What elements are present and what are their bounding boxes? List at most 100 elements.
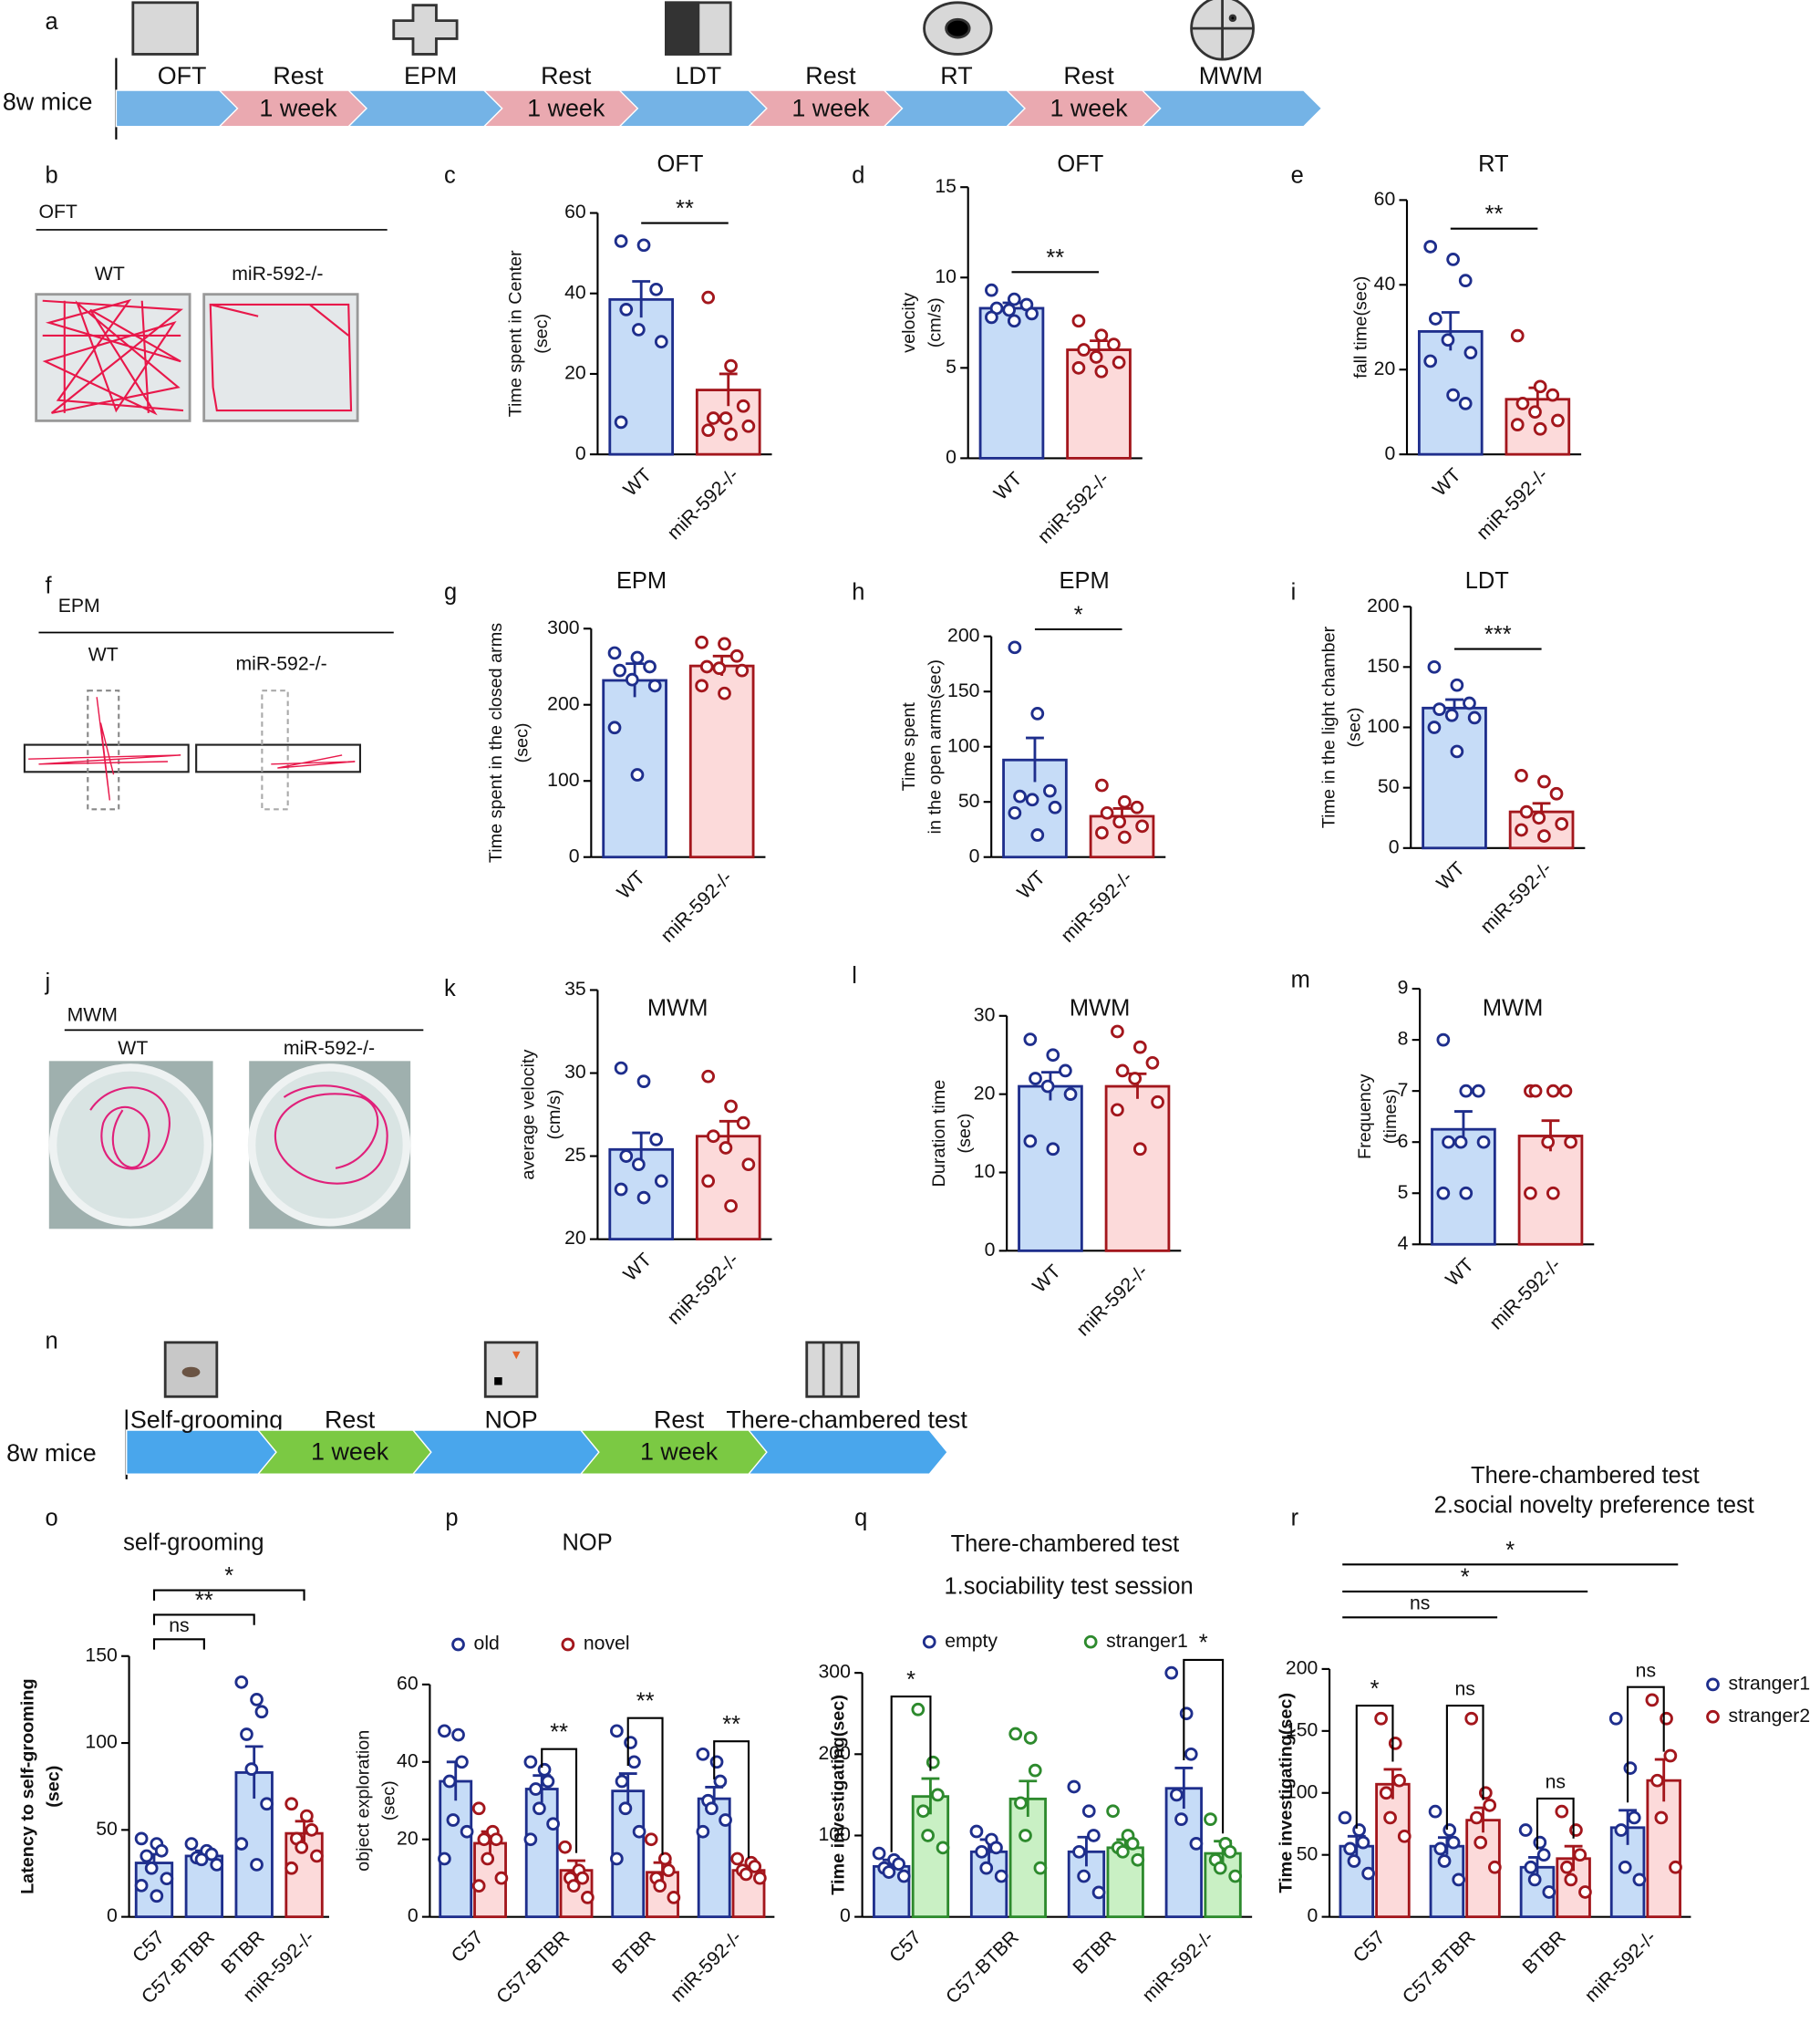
- data-point: [1379, 1786, 1393, 1800]
- y-axis-label: (sec): [44, 1766, 64, 1808]
- data-point: [1476, 1135, 1491, 1149]
- significance-label: *: [906, 1667, 915, 1693]
- data-point: [614, 234, 628, 248]
- bar: [911, 1795, 950, 1919]
- data-point: [1347, 1854, 1361, 1868]
- data-point: [1528, 405, 1542, 420]
- data-point: [1095, 778, 1109, 793]
- data-point: [1028, 1763, 1042, 1778]
- data-point: [284, 1797, 299, 1811]
- step-name: Rest: [273, 62, 324, 89]
- data-point: [494, 1871, 509, 1885]
- y-tick-label: 40: [564, 282, 586, 303]
- data-point: [872, 1846, 886, 1861]
- y-axis-label: Time in the light chamber: [1318, 626, 1339, 828]
- data-point: [541, 1774, 555, 1789]
- y-tick-label: 200: [1286, 1658, 1318, 1679]
- data-point: [134, 1878, 149, 1893]
- data-point: [632, 323, 646, 337]
- data-point: [1423, 240, 1438, 254]
- y-tick-label: 40: [397, 1750, 419, 1771]
- y-tick-label: 0: [408, 1905, 419, 1926]
- y-tick-label: 150: [1286, 1719, 1318, 1740]
- data-point: [1094, 364, 1109, 379]
- data-point: [729, 648, 744, 663]
- data-point: [1117, 830, 1132, 845]
- y-tick-label: 50: [1297, 1843, 1318, 1864]
- data-point: [1546, 1084, 1560, 1098]
- data-point: [1128, 1072, 1143, 1085]
- data-point: [1392, 1773, 1406, 1788]
- data-point: [1030, 707, 1045, 721]
- data-point: [719, 1141, 733, 1155]
- legend-label: old: [474, 1634, 500, 1654]
- data-point: [1189, 1837, 1204, 1851]
- y-tick-label: 100: [1286, 1781, 1318, 1802]
- data-point: [1383, 1810, 1397, 1825]
- y-tick-label: 0: [1308, 1905, 1318, 1926]
- step-name: NOP: [484, 1405, 537, 1433]
- data-point: [1528, 1084, 1543, 1098]
- data-point: [442, 1774, 457, 1789]
- data-point: [1463, 346, 1478, 360]
- step-name: Rest: [1063, 62, 1114, 89]
- data-point: [1338, 1810, 1352, 1825]
- y-tick-label: 0: [840, 1905, 851, 1926]
- data-point: [619, 303, 634, 316]
- data-point: [1537, 829, 1551, 843]
- data-point: [614, 1182, 628, 1197]
- data-point: [627, 1755, 641, 1769]
- data-point: [706, 411, 720, 425]
- data-point: [1423, 354, 1438, 368]
- y-tick-label: 10: [974, 1161, 996, 1182]
- data-point: [643, 659, 657, 674]
- data-point: [618, 1801, 633, 1816]
- chart-title: MWM: [1070, 995, 1130, 1021]
- y-tick-label: 200: [547, 693, 579, 714]
- chart-title: OFT: [1057, 151, 1103, 177]
- data-point: [1343, 1841, 1358, 1856]
- data-point: [1019, 1829, 1032, 1842]
- data-point: [701, 290, 716, 305]
- y-tick-label: 0: [946, 447, 957, 468]
- chart-title: MWM: [647, 995, 708, 1021]
- data-point: [649, 1133, 663, 1146]
- data-point: [701, 1174, 716, 1188]
- significance-label: **: [195, 1588, 213, 1613]
- data-point: [661, 1863, 676, 1878]
- data-point: [1094, 328, 1109, 343]
- data-point: [1536, 1848, 1551, 1862]
- chart-title: There-chambered test: [1471, 1463, 1700, 1488]
- significance-bracket: [1183, 1658, 1225, 1834]
- step-duration: 1 week: [259, 94, 337, 121]
- panel-letter: o: [46, 1505, 58, 1530]
- data-point: [619, 1149, 634, 1163]
- y-tick-label: 10: [935, 266, 957, 287]
- data-point: [1452, 1872, 1466, 1887]
- data-point: [701, 1069, 716, 1084]
- panel-letter: m: [1291, 967, 1310, 992]
- data-point: [446, 1813, 460, 1827]
- significance-bracket: [541, 1748, 578, 1853]
- y-tick-label: 100: [547, 770, 579, 791]
- data-point: [234, 1837, 249, 1851]
- step-duration: 1 week: [527, 94, 605, 121]
- data-point: [1071, 314, 1086, 328]
- y-tick-label: 25: [564, 1145, 586, 1166]
- significance-label: ns: [1454, 1679, 1474, 1700]
- data-point: [615, 1774, 629, 1789]
- data-point: [1030, 828, 1045, 842]
- legend-label: stranger1: [1106, 1631, 1188, 1652]
- data-point: [926, 1755, 940, 1769]
- data-point: [1555, 1804, 1569, 1819]
- data-point: [985, 310, 998, 325]
- data-point: [1578, 1885, 1592, 1899]
- significance-bracket: [152, 1589, 305, 1601]
- y-tick-label: 20: [564, 363, 586, 384]
- y-tick-label: 200: [1367, 596, 1399, 617]
- photo-group: WT: [118, 1038, 148, 1059]
- data-point: [1510, 328, 1525, 343]
- y-axis-label: Time spent: [899, 702, 919, 792]
- data-point: [1519, 804, 1534, 819]
- significance-label: ns: [1546, 1772, 1566, 1793]
